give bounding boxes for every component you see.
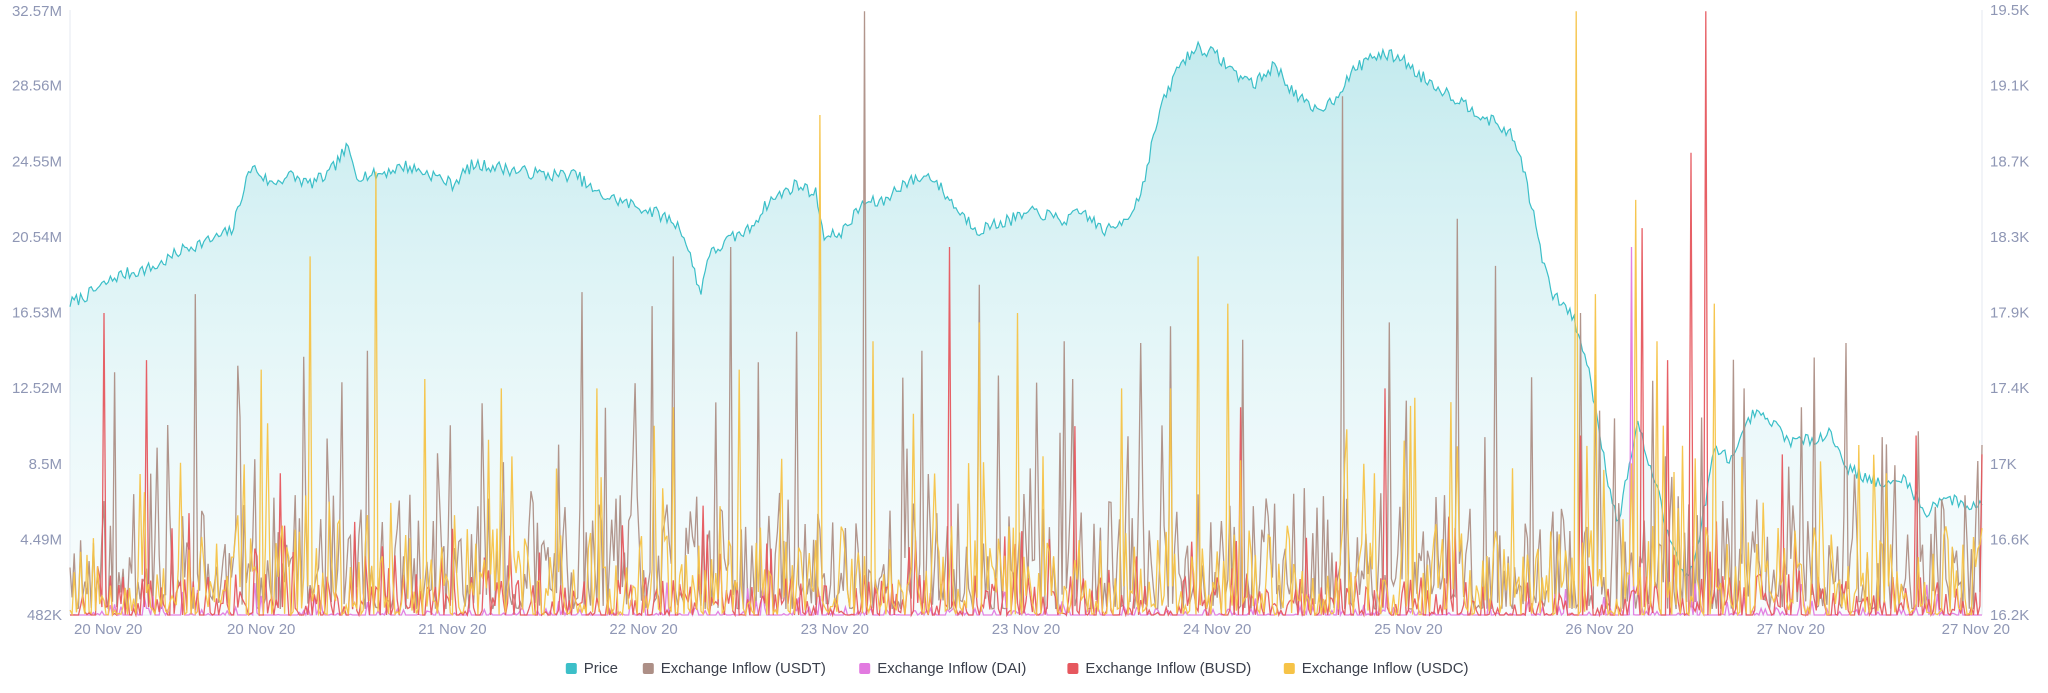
- legend-swatch: [565, 663, 577, 674]
- x-tick-label: 20 Nov 20: [227, 621, 295, 638]
- legend-swatch: [642, 663, 654, 674]
- left-tick-label: 4.49M: [20, 531, 62, 548]
- left-tick-label: 24.55M: [12, 153, 62, 170]
- right-tick-label: 19.5K: [1990, 2, 2029, 19]
- legend-label: Exchange Inflow (USDT): [661, 660, 826, 677]
- legend-label: Exchange Inflow (USDC): [1302, 660, 1469, 677]
- right-tick-label: 19.1K: [1990, 78, 2029, 95]
- exchange-inflow-usdc-line: [69, 11, 1983, 617]
- x-tick-label: 27 Nov 20: [1942, 621, 2010, 638]
- x-tick-label: 25 Nov 20: [1374, 621, 1442, 638]
- legend-item: Price: [565, 660, 618, 677]
- right-tick-label: 16.2K: [1990, 607, 2029, 624]
- x-tick-label: 23 Nov 20: [801, 621, 869, 638]
- x-axis-ticks: 20 Nov 20 20 Nov 20 21 Nov 20 22 Nov 20 23 N…: [74, 621, 2010, 638]
- legend-item: Exchange Inflow (USDC): [1283, 660, 1469, 677]
- legend-label: Exchange Inflow (BUSD): [1085, 660, 1251, 677]
- price-layer: [69, 40, 1983, 615]
- legend-item: Exchange Inflow (USDT): [642, 660, 826, 677]
- right-tick-label: 18.7K: [1990, 153, 2029, 170]
- x-tick-label: 27 Nov 20: [1757, 621, 1825, 638]
- legend-label: Price: [584, 660, 618, 677]
- left-tick-label: 20.54M: [12, 229, 62, 246]
- chart-legend: Price Exchange Inflow (USDT) Exchange Infl…: [565, 660, 1469, 677]
- x-tick-label: 23 Nov 20: [992, 621, 1060, 638]
- legend-label: Exchange Inflow (DAI): [877, 660, 1026, 677]
- left-tick-label: 28.56M: [12, 78, 62, 95]
- left-tick-label: 12.52M: [12, 380, 62, 397]
- right-tick-label: 17.4K: [1990, 380, 2029, 397]
- legend-swatch: [859, 663, 871, 674]
- right-tick-label: 18.3K: [1990, 229, 2029, 246]
- legend-swatch: [1283, 663, 1295, 674]
- exchange-inflow-busd-line: [70, 11, 1983, 618]
- inflow-series-layer: [69, 11, 1983, 618]
- x-tick-label: 20 Nov 20: [74, 621, 142, 638]
- legend-item: Exchange Inflow (DAI): [859, 660, 1026, 677]
- left-tick-label: 8.5M: [29, 456, 62, 473]
- x-tick-label: 22 Nov 20: [609, 621, 677, 638]
- right-axis-ticks: 16.2K 16.6K 17K 17.4K 17.9K 18.3K 18.7K 19.1K 19…: [1990, 2, 2029, 624]
- x-tick-label: 26 Nov 20: [1565, 621, 1633, 638]
- price-line: [69, 40, 1983, 578]
- legend-swatch: [1067, 663, 1079, 674]
- right-tick-label: 17.9K: [1990, 305, 2029, 322]
- price-area: [70, 42, 1982, 615]
- legend-item: Exchange Inflow (BUSD): [1067, 660, 1251, 677]
- right-tick-label: 17K: [1990, 456, 2017, 473]
- left-tick-label: 482K: [27, 607, 62, 624]
- x-tick-label: 24 Nov 20: [1183, 621, 1251, 638]
- right-tick-label: 16.6K: [1990, 531, 2029, 548]
- left-tick-label: 32.57M: [12, 3, 62, 20]
- x-tick-label: 21 Nov 20: [418, 621, 486, 638]
- left-axis-ticks: 482K 4.49M 8.5M 12.52M 16.53M 20.54M 24.55M 28.…: [12, 3, 62, 624]
- left-tick-label: 16.53M: [12, 305, 62, 322]
